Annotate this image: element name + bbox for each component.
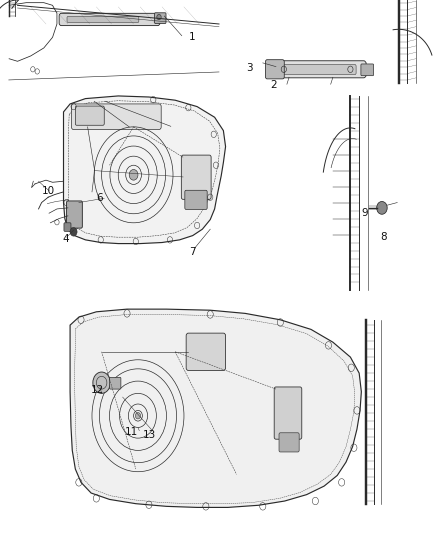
FancyBboxPatch shape (155, 13, 166, 23)
FancyBboxPatch shape (273, 61, 366, 78)
FancyBboxPatch shape (67, 201, 82, 228)
FancyBboxPatch shape (64, 223, 71, 231)
FancyBboxPatch shape (281, 64, 356, 75)
FancyBboxPatch shape (67, 17, 139, 22)
Text: 9: 9 (362, 208, 368, 218)
Text: 1: 1 (188, 33, 195, 42)
FancyBboxPatch shape (110, 377, 121, 389)
Text: 11: 11 (125, 427, 138, 437)
FancyBboxPatch shape (265, 60, 284, 79)
Text: 2: 2 (270, 80, 277, 90)
FancyBboxPatch shape (274, 387, 302, 439)
Text: 7: 7 (189, 247, 196, 256)
FancyBboxPatch shape (181, 155, 211, 199)
FancyBboxPatch shape (71, 104, 161, 130)
Text: 10: 10 (42, 187, 55, 196)
Circle shape (70, 228, 77, 236)
Text: 12: 12 (91, 385, 104, 394)
Circle shape (129, 169, 138, 180)
FancyBboxPatch shape (185, 190, 207, 209)
Text: 8: 8 (380, 232, 387, 242)
Circle shape (377, 201, 387, 214)
FancyBboxPatch shape (59, 13, 160, 26)
Polygon shape (64, 96, 226, 244)
Polygon shape (70, 309, 361, 507)
Text: 13: 13 (143, 431, 156, 440)
Circle shape (135, 413, 141, 419)
FancyBboxPatch shape (186, 333, 226, 370)
Circle shape (157, 14, 161, 20)
FancyBboxPatch shape (75, 106, 104, 125)
Text: 6: 6 (96, 193, 103, 203)
Text: 3: 3 (246, 63, 253, 72)
Circle shape (93, 372, 110, 393)
FancyBboxPatch shape (361, 64, 374, 76)
Text: 4: 4 (63, 234, 69, 244)
FancyBboxPatch shape (279, 433, 299, 452)
